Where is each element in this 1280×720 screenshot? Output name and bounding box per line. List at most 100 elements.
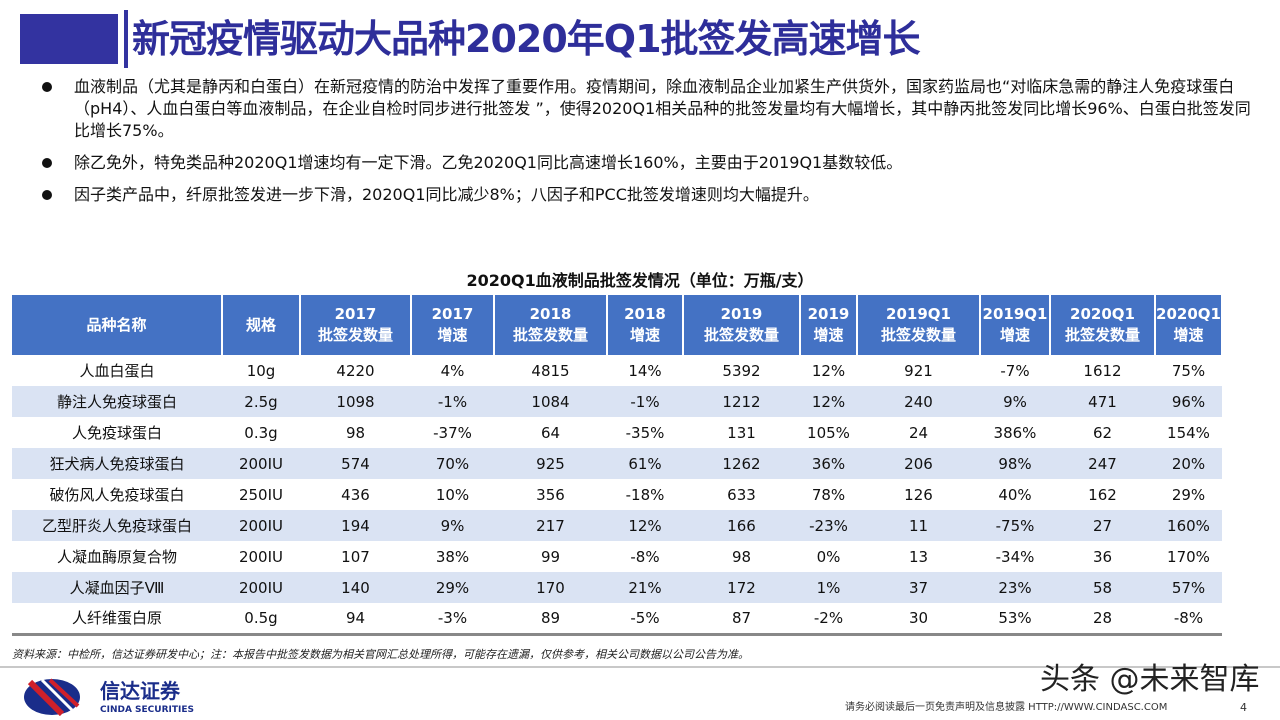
table-cell: 27	[1050, 510, 1155, 541]
table-cell: 247	[1050, 448, 1155, 479]
table-cell: -37%	[433, 423, 472, 442]
bullet-item: 除乙免外，特免类品种2020Q1增速均有一定下滑。乙免2020Q1同比高速增长1…	[40, 152, 1265, 174]
table-cell: -35%	[625, 423, 665, 442]
table-cell: 57%	[1155, 572, 1222, 603]
footer-divider	[0, 666, 1280, 668]
source-note: 资料来源：中检所，信达证券研发中心；注：本报告中批签发数据为相关官网汇总处理所得…	[12, 648, 749, 661]
table-cell: 471	[1050, 386, 1155, 417]
table-cell: 925	[494, 448, 607, 479]
table-row: 人免疫球蛋白 0.3g 98 -37% 64 -35% 131 105% 24 386% 62 154…	[12, 417, 1222, 448]
table-cell: 61%	[607, 448, 683, 479]
table-cell: 75%	[1171, 361, 1206, 380]
bullet-dot-icon	[42, 82, 52, 92]
header-line: 2017	[334, 305, 377, 323]
bullet-list: 血液制品（尤其是静丙和白蛋白）在新冠疫情的防治中发挥了重要作用。疫情期间，除血液…	[40, 76, 1265, 216]
table-cell: 21%	[607, 572, 683, 603]
table-cell: 14%	[628, 361, 662, 380]
header-line: 批签发数量	[1064, 326, 1140, 344]
table-cell: 89	[540, 608, 561, 627]
table-cell: 24	[908, 423, 929, 442]
column-header: 2019 增速	[800, 295, 858, 355]
table-cell: 206	[857, 448, 980, 479]
table-cell: 37	[857, 572, 980, 603]
data-table: 品种名称 规格 2017 批签发数量 2017 增速 2018 批签发数量 2018 增速 2019…	[12, 295, 1223, 636]
table-cell: -1%	[411, 386, 494, 417]
table-cell: 40%	[998, 485, 1032, 504]
table-cell: 36%	[800, 448, 857, 479]
table-cell: 1098	[300, 386, 411, 417]
table-cell: 4%	[440, 361, 465, 380]
table-cell: -5%	[630, 608, 660, 627]
header-line: 增速	[813, 326, 844, 344]
header-line: 批签发数量	[880, 326, 956, 344]
table-row: 人纤维蛋白原 0.5g 94 -3% 89 -5% 87 -2% 30 53% 28 -8%	[12, 603, 1222, 634]
table-cell: 30	[908, 608, 929, 627]
table-row: 破伤风人免疫球蛋白 250IU 436 10% 356 -18% 633 78% 126 40% 1…	[12, 479, 1222, 510]
table-cell: 0.3g	[244, 423, 278, 442]
table-cell: 105%	[807, 423, 850, 442]
disclaimer-link[interactable]: 请务必阅读最后一页免责声明及信息披露 HTTP://WWW.CINDASC.CO…	[845, 702, 1168, 713]
table-cell: 64	[540, 423, 561, 442]
table-cell: 人凝血因子Ⅷ	[12, 572, 222, 603]
column-header: 2017 增速	[411, 295, 495, 355]
table-cell: -75%	[980, 510, 1050, 541]
table-cell: 0.5g	[244, 608, 278, 627]
header-line: 批签发数量	[703, 326, 779, 344]
table-cell: 2.5g	[222, 386, 300, 417]
table-cell: -2%	[813, 608, 844, 627]
header-line: 2020Q1	[1156, 305, 1221, 323]
logo-text-cn: 信达证券	[100, 679, 180, 703]
table-cell: 12%	[811, 361, 846, 380]
column-header: 2019Q1 增速	[980, 295, 1051, 355]
table-cell: 62	[1092, 423, 1113, 442]
title-accent-bar	[124, 10, 128, 68]
table-cell: 9%	[411, 510, 494, 541]
table-row: 狂犬病人免疫球蛋白 200IU 574 70% 925 61% 1262 36% 206 98% 2…	[12, 448, 1222, 479]
table-cell: 狂犬病人免疫球蛋白	[12, 448, 222, 479]
table-cell: 28	[1092, 608, 1113, 627]
bullet-dot-icon	[42, 190, 52, 200]
table-cell: -34%	[995, 547, 1035, 566]
logo-text-en: CINDA SECURITIES	[100, 705, 194, 715]
header-line: 2019Q1	[886, 305, 951, 323]
column-header: 2020Q1 增速	[1155, 295, 1223, 355]
header-line: 品种名称	[86, 315, 147, 334]
table-caption: 2020Q1血液制品批签发情况（单位：万瓶/支）	[466, 271, 814, 290]
table-row: 乙型肝炎人免疫球蛋白 200IU 194 9% 217 12% 166 -23% 11 -75% 2…	[12, 510, 1222, 541]
table-cell: 静注人免疫球蛋白	[12, 386, 222, 417]
table-cell: 94	[345, 608, 366, 627]
table-cell: 98	[731, 547, 752, 566]
table-cell: 356	[536, 485, 565, 504]
table-cell: 250IU	[238, 485, 284, 504]
table-cell: 1612	[1083, 361, 1122, 380]
header-line: 规格	[245, 315, 276, 334]
table-cell: 1%	[800, 572, 857, 603]
page-title: 新冠疫情驱动大品种2020年Q1批签发高速增长	[132, 17, 921, 61]
bullet-text: 血液制品（尤其是静丙和白蛋白）在新冠疫情的防治中发挥了重要作用。疫情期间，除血液…	[74, 77, 1251, 140]
table-cell: 58	[1050, 572, 1155, 603]
title-accent-block	[20, 14, 118, 64]
table-cell: 99	[540, 547, 561, 566]
page-number: 4	[1240, 701, 1247, 714]
table-cell: 126	[904, 485, 933, 504]
watermark: 头条 @未来智库	[1040, 662, 1260, 697]
header-line: 批签发数量	[512, 326, 588, 344]
table-cell: -3%	[437, 608, 468, 627]
table-cell: 23%	[980, 572, 1050, 603]
header-line: 2019Q1	[982, 305, 1048, 323]
table-cell: 200IU	[222, 448, 300, 479]
table-cell: 166	[683, 510, 800, 541]
table-cell: -18%	[625, 485, 665, 504]
table-cell: 131	[727, 423, 756, 442]
header-line: 2020Q1	[1070, 305, 1135, 323]
table-row: 人血白蛋白 10g 4220 4% 4815 14% 5392 12% 921 -7% 1612 75…	[12, 355, 1222, 386]
table-cell: 194	[300, 510, 411, 541]
table-cell: 574	[300, 448, 411, 479]
bullet-dot-icon	[42, 158, 52, 168]
header-line: 2019	[807, 305, 850, 323]
table-cell: 98	[345, 423, 366, 442]
header-line: 增速	[1173, 326, 1204, 344]
table-cell: 921	[904, 361, 933, 380]
table-cell: 10%	[435, 485, 470, 504]
table-cell: 170	[494, 572, 607, 603]
